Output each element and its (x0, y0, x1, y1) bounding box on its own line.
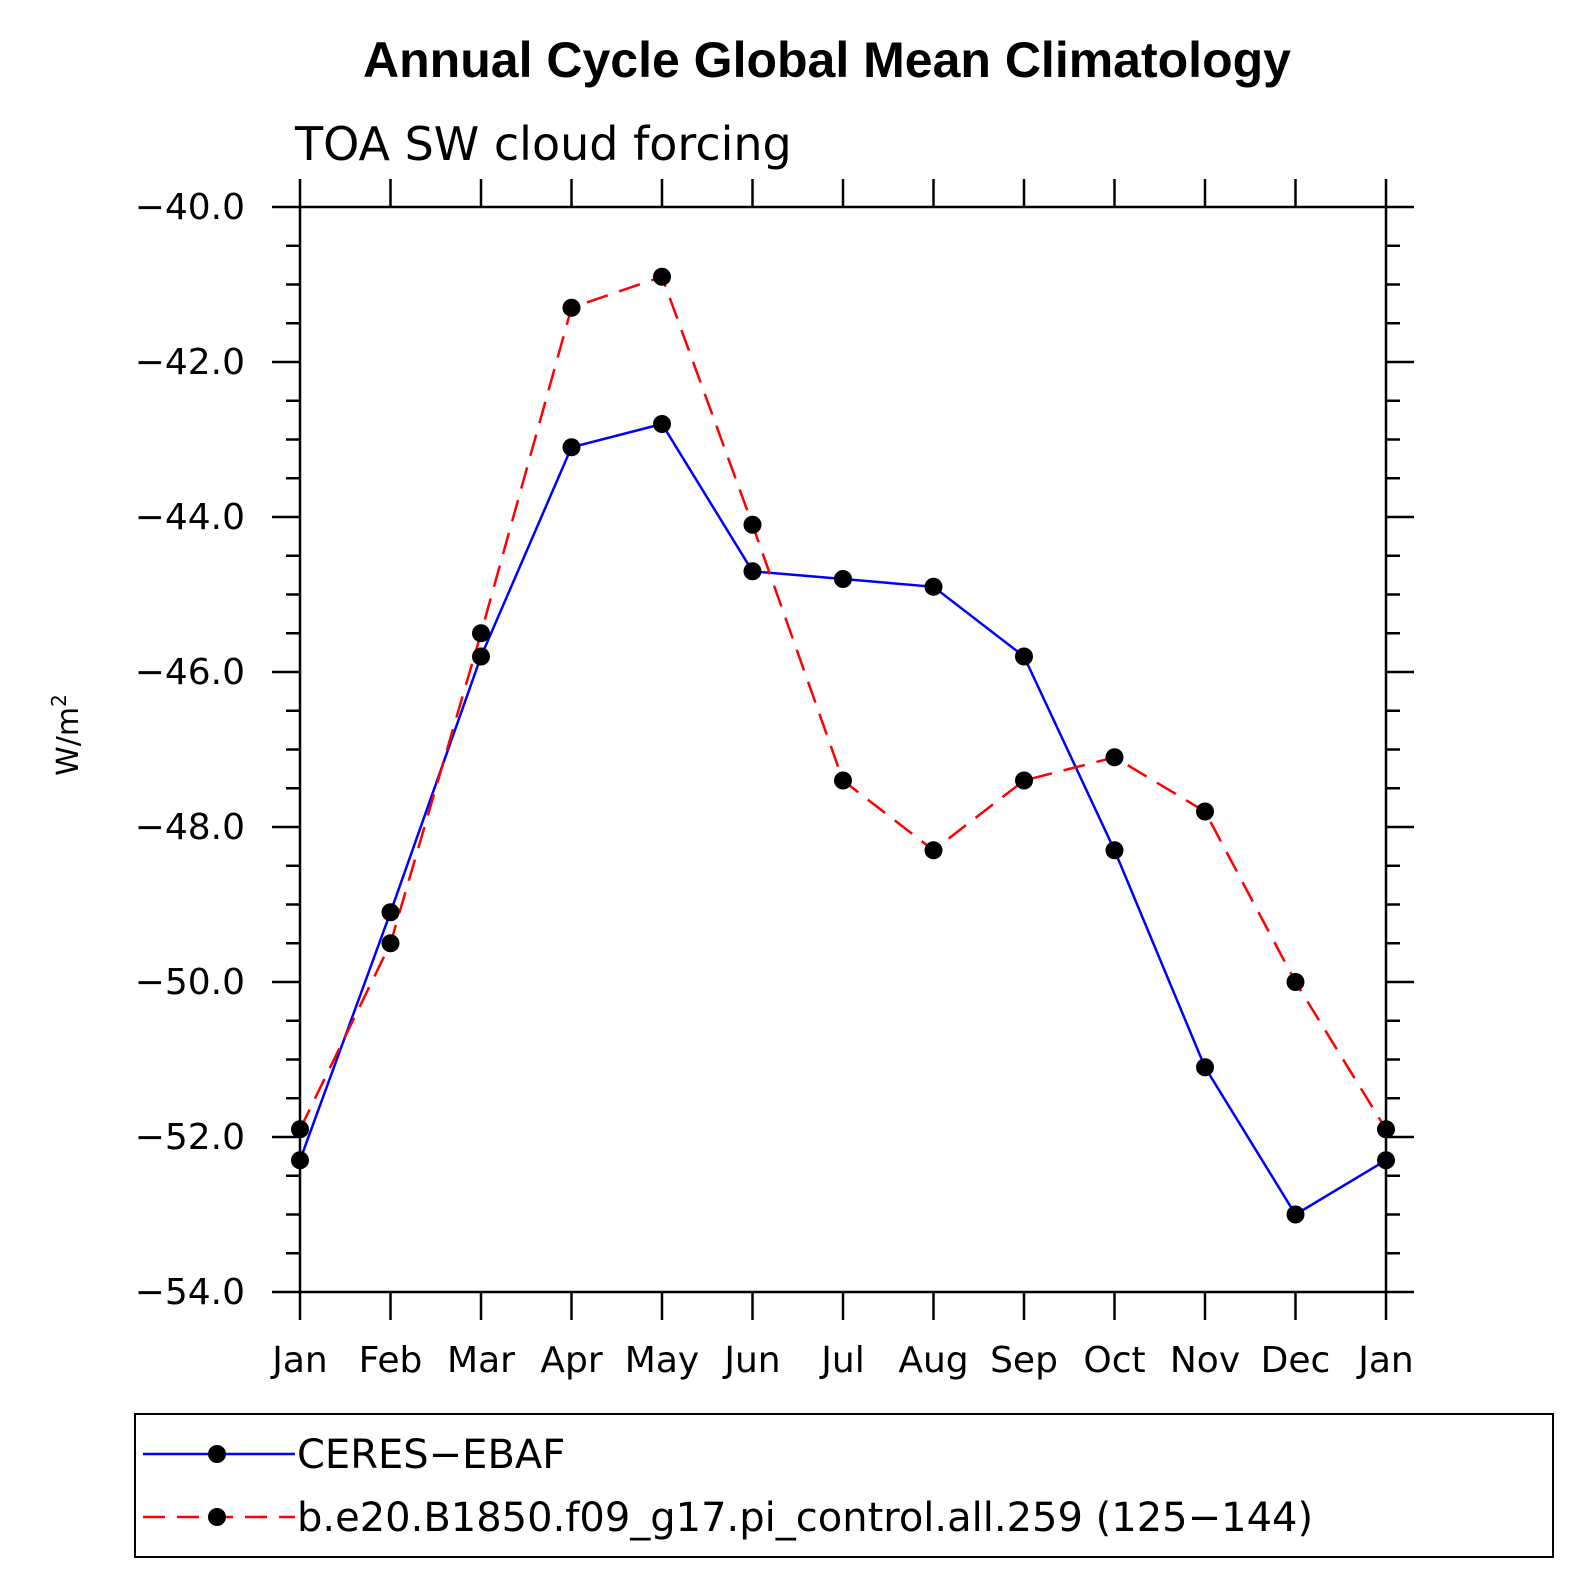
chart-title: Annual Cycle Global Mean Climatology (363, 32, 1291, 88)
series-2-point (381, 934, 400, 953)
legend-label-2: b.e20.B1850.f09_g17.pi_control.all.259 (… (297, 1495, 1313, 1541)
series-1-point (291, 1151, 309, 1170)
x-tick-label: Nov (1170, 1340, 1240, 1381)
series-1-point (1015, 647, 1033, 666)
series-2-point (472, 624, 490, 643)
legend-marker-1 (208, 1445, 226, 1463)
series-1-point (562, 438, 581, 457)
plot-area: −40.0 −42.0 −44.0 −46.0 −48.0 −50.0 −52.0 −54.0… (135, 179, 1414, 1381)
series-1-point (743, 562, 762, 581)
y-axis-label: W/m2 (47, 694, 86, 776)
series-1-point (1377, 1151, 1395, 1170)
plot-frame (298, 205, 1388, 1294)
series-2-point (1015, 771, 1033, 790)
legend-marker-2 (208, 1508, 226, 1526)
y-tick-label: −42.0 (135, 342, 245, 383)
x-tick-label: Jan (270, 1340, 328, 1381)
x-tick-label: May (625, 1340, 699, 1381)
y-tick-label: −50.0 (135, 962, 245, 1003)
x-tick-label: Sep (990, 1340, 1058, 1381)
series-2-point (924, 841, 943, 860)
series-1-point (834, 570, 852, 588)
y-tick-label: −54.0 (135, 1272, 245, 1313)
series-1-point (381, 903, 400, 922)
series-1-point (1196, 1058, 1214, 1077)
series-2-point (562, 298, 581, 317)
series-2-point (1105, 748, 1124, 767)
chart-subtitle: TOA SW cloud forcing (294, 117, 792, 171)
x-tick-label: Feb (359, 1340, 423, 1381)
series-1-point (653, 415, 671, 433)
y-tick-label: −46.0 (135, 652, 245, 693)
series-2-point (743, 515, 762, 534)
y-tick-label: −44.0 (135, 497, 245, 538)
series-1-point (472, 647, 490, 666)
x-tick-label: Aug (898, 1340, 968, 1381)
series-line-1 (298, 422, 1387, 1217)
y-axis-label-superscript: 2 (47, 694, 71, 707)
y-tick-label: −48.0 (135, 807, 245, 848)
x-tick-label: Jun (722, 1340, 780, 1381)
x-tick-label: Jul (819, 1340, 864, 1381)
series-line-2 (298, 275, 1388, 1130)
legend-box (134, 1413, 1554, 1558)
y-tick-label: −40.0 (135, 187, 245, 228)
series-2-point (834, 771, 852, 790)
x-tick-label: Apr (540, 1340, 602, 1381)
series-2-point (1196, 802, 1214, 821)
series-1-point (1286, 1205, 1305, 1224)
series-1-point (1105, 841, 1124, 860)
series-2-point (1286, 973, 1305, 991)
y-tick-label: −52.0 (135, 1117, 245, 1158)
y-axis-label-text: W/m (51, 707, 86, 776)
x-tick-label: Oct (1083, 1340, 1145, 1381)
x-tick-label: Dec (1261, 1340, 1331, 1381)
series-2-point (291, 1120, 309, 1139)
x-tick-label: Mar (447, 1340, 515, 1381)
series-1-point (924, 577, 943, 596)
series-2-point (653, 267, 671, 286)
legend: CERES−EBAF b.e20.B1850.f09_g17.pi_control… (134, 1413, 1554, 1558)
series-2-point (1377, 1120, 1395, 1139)
legend-label-1: CERES−EBAF (297, 1432, 565, 1478)
x-tick-label: Jan (1356, 1340, 1414, 1381)
